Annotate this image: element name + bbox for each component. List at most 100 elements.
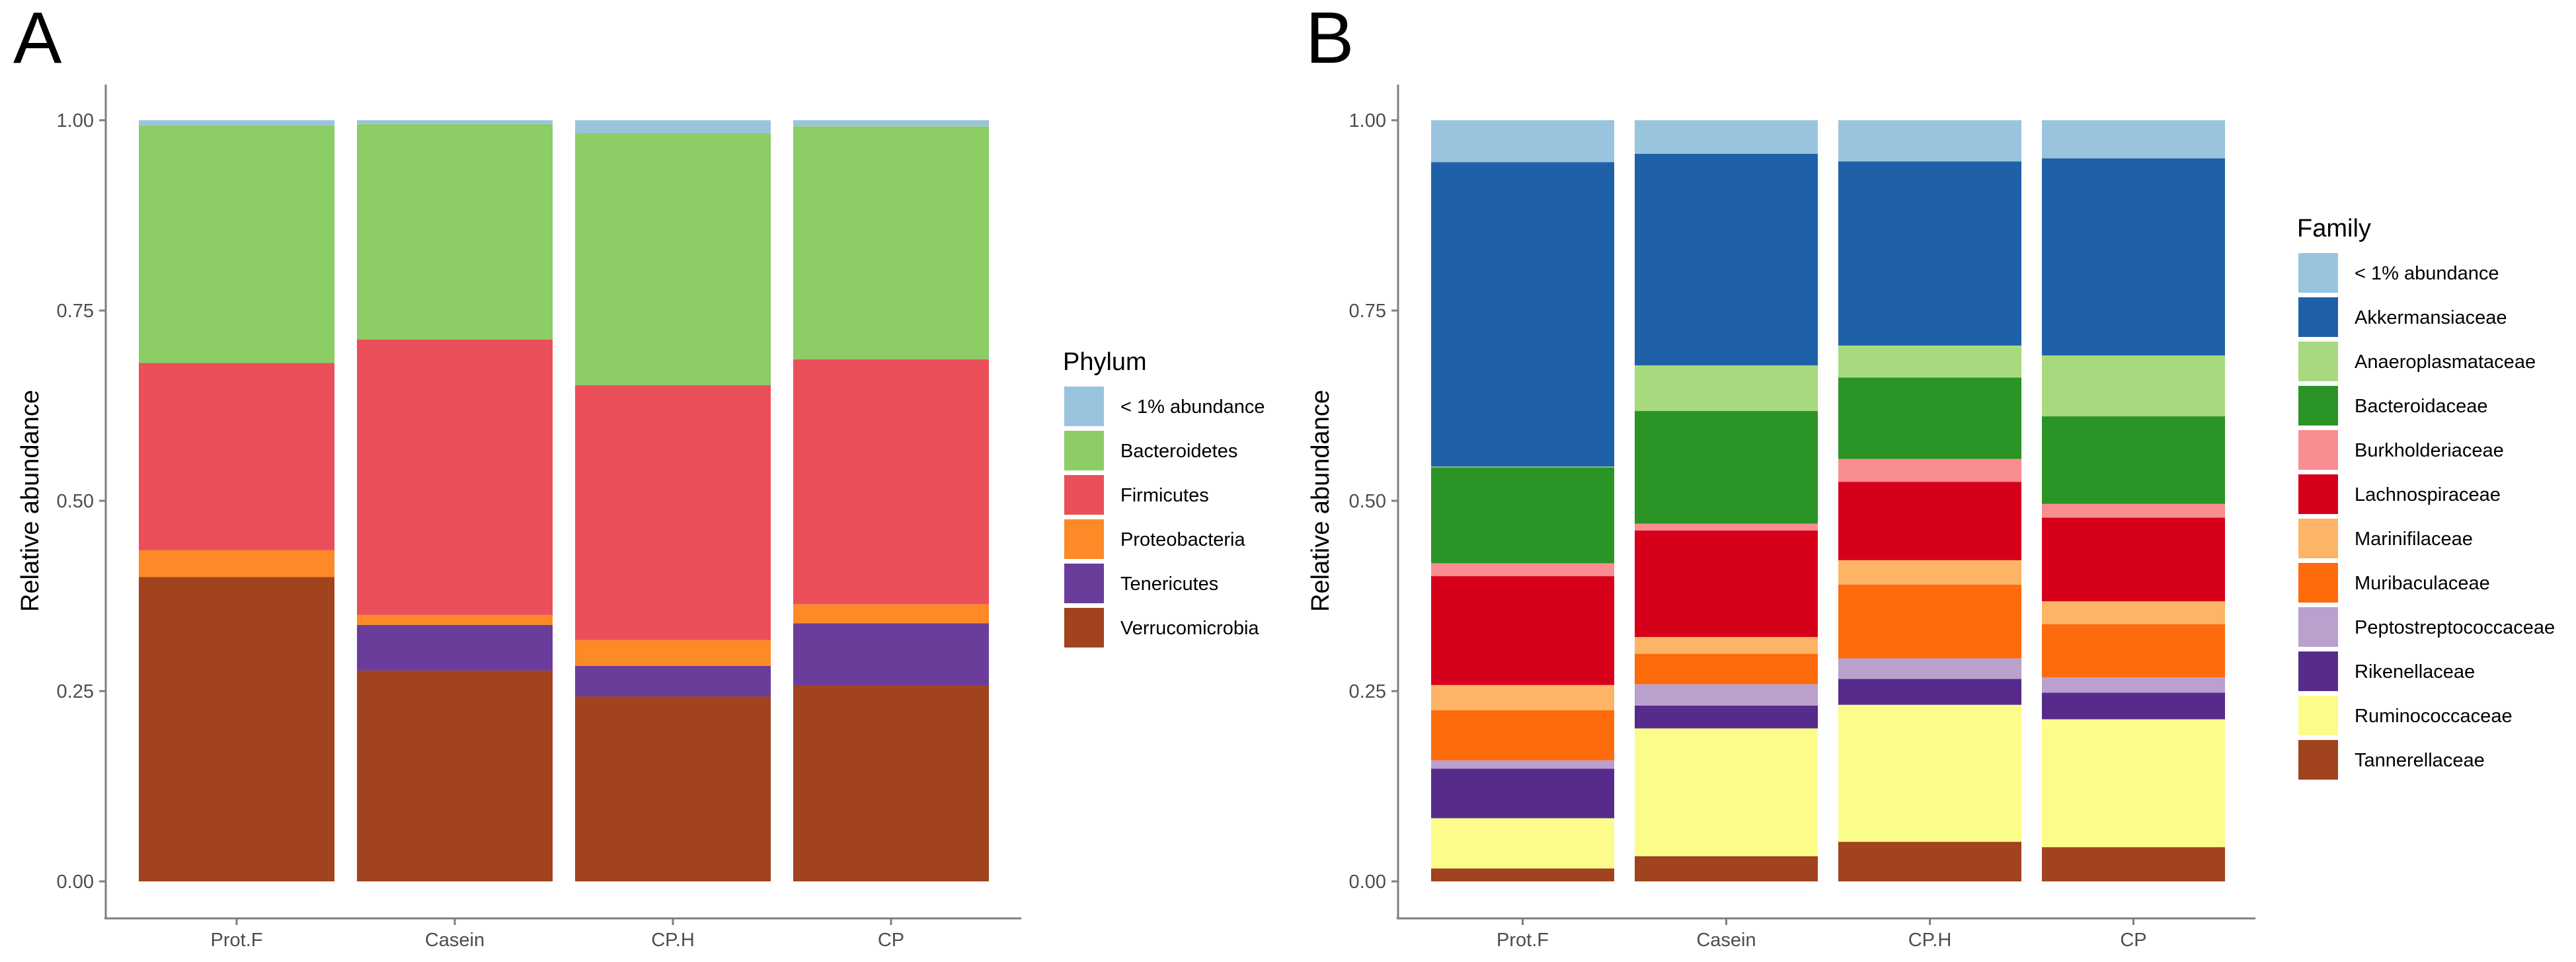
legend-swatch [1064,387,1104,426]
bar-segment-cp-h-1-abundance [575,120,771,133]
legend-swatch [2298,430,2338,470]
panel-label-a: A [13,0,62,79]
legend-label: Rikenellaceae [2355,661,2475,683]
legend-swatch [1064,431,1104,470]
bar-segment-prot-f-verrucomicrobia [139,577,334,881]
x-tick-label: Prot.F [211,930,263,951]
bar-segment-cp-h-rikenellaceae [1838,679,2021,705]
legend-label: Bacteroidetes [1120,441,1237,462]
bar-segment-cp-tenericutes [793,623,989,686]
bars-b [1431,120,2225,881]
legend-label: Anaeroplasmataceae [2355,352,2536,373]
legend-label: Lachnospiraceae [2355,484,2501,505]
bar-segment-prot-f-lachnospiraceae [1431,576,1614,685]
bar-segment-cp-h-marinifilaceae [1838,560,2021,585]
bar-segment-cp-h-peptostreptococcaceae [1838,658,2021,679]
bar-segment-cp-h-burkholderiaceae [1838,459,2021,482]
legend-swatch [2298,297,2338,337]
bar-segment-cp-h-firmicutes [575,385,771,640]
legend-swatch [2298,386,2338,426]
legend-label: Tenericutes [1120,574,1218,595]
legend-label: Muribaculaceae [2355,573,2490,594]
bar-segment-casein-tenericutes [357,624,553,671]
bar-segment-cp-h-tannerellaceae [1838,842,2021,881]
legend-title-b: Family [2297,215,2371,242]
x-tick-label: CP [878,930,904,951]
bar-segment-prot-f-tannerellaceae [1431,868,1614,881]
bar-segment-cp-h-muribaculaceae [1838,584,2021,659]
x-tick-label: CP.H [1908,930,1952,951]
bar-segment-cp-bacteroidaceae [2042,416,2225,504]
bar-segment-prot-f-peptostreptococcaceae [1431,760,1614,769]
legend-swatch [1064,475,1104,515]
panel-a: A 0.00 0.25 0.50 0.75 1.00 Prot.F Casein CP.H C… [13,0,1265,951]
y-ticks-a: 0.00 0.25 0.50 0.75 1.00 [57,110,106,893]
legend-swatch [2298,519,2338,558]
legend-label: Ruminococcaceae [2355,706,2513,727]
bar-segment-cp-h-akkermansiaceae [1838,161,2021,346]
legend-label: Akkermansiaceae [2355,307,2507,328]
bar-segment-cp-h-tenericutes [575,665,771,697]
x-ticks-b: Prot.F Casein CP.H CP [1497,918,2147,951]
bar-segment-casein-lachnospiraceae [1635,530,1818,638]
bar-segment-casein-rikenellaceae [1635,705,1818,729]
legend-swatch [2298,607,2338,647]
bar-segment-casein-akkermansiaceae [1635,153,1818,365]
panel-b: B 0.00 0.25 0.50 0.75 1.00 Prot.F Casein CP.H C… [1306,0,2555,951]
bar-segment-prot-f-akkermansiaceae [1431,162,1614,467]
bar-segment-casein-proteobacteria [357,614,553,625]
y-tick-label: 0.00 [57,871,94,893]
x-tick-label: Casein [1696,930,1756,951]
bar-segment-cp-proteobacteria [793,604,989,624]
x-tick-label: CP [2120,930,2146,951]
bar-segment-cp-muribaculaceae [2042,624,2225,678]
legend-swatch [1064,608,1104,648]
bar-segment-prot-f-firmicutes [139,363,334,550]
bar-segment-cp-burkholderiaceae [2042,503,2225,518]
bar-segment-casein-muribaculaceae [1635,653,1818,684]
y-tick-label: 1.00 [1349,110,1386,131]
legend-swatch [1064,519,1104,559]
bar-segment-cp-tannerellaceae [2042,847,2225,881]
legend-a: Phylum < 1% abundance Bacteroidetes Firmic… [1063,348,1265,648]
legend-label: < 1% abundance [1120,396,1265,418]
x-tick-label: CP.H [651,930,695,951]
bar-segment-prot-f-marinifilaceae [1431,684,1614,710]
bar-segment-casein-firmicutes [357,339,553,615]
bar-segment-casein-marinifilaceae [1635,637,1818,654]
bar-segment-cp-lachnospiraceae [2042,517,2225,602]
bar-segment-prot-f-rikenellaceae [1431,768,1614,819]
bar-segment-prot-f-1-abundance [139,120,334,126]
x-ticks-a: Prot.F Casein CP.H CP [211,918,904,951]
y-tick-label: 1.00 [57,110,94,131]
bar-segment-casein-verrucomicrobia [357,670,553,881]
y-tick-label: 0.50 [57,491,94,512]
bar-segment-prot-f-muribaculaceae [1431,710,1614,760]
legend-swatch [2298,342,2338,381]
legend-label: Proteobacteria [1120,529,1245,550]
legend-label: Firmicutes [1120,485,1209,506]
bar-segment-cp-rikenellaceae [2042,692,2225,720]
bar-segment-cp-akkermansiaceae [2042,158,2225,355]
legend-swatch [1064,564,1104,603]
bar-segment-casein-peptostreptococcaceae [1635,684,1818,706]
legend-title-a: Phylum [1063,348,1147,376]
panel-label-b: B [1306,0,1354,79]
bar-segment-cp-bacteroidetes [793,126,989,359]
bar-segment-prot-f-bacteroidaceae [1431,467,1614,564]
legend-label: < 1% abundance [2355,263,2499,284]
bar-segment-casein-1-abundance [1635,120,1818,154]
bar-segment-cp-peptostreptococcaceae [2042,677,2225,693]
bar-segment-casein-bacteroidetes [357,124,553,340]
x-tick-label: Prot.F [1497,930,1549,951]
bar-segment-prot-f-ruminococcaceae [1431,818,1614,869]
bar-segment-prot-f-burkholderiaceae [1431,563,1614,577]
y-tick-label: 0.00 [1349,871,1386,893]
bar-segment-cp-anaeroplasmataceae [2042,355,2225,417]
bar-segment-casein-1-abundance [357,120,553,124]
legend-label: Marinifilaceae [2355,529,2473,550]
y-tick-label: 0.75 [57,301,94,322]
bar-segment-casein-ruminococcaceae [1635,728,1818,856]
legend-swatch [2298,563,2338,603]
